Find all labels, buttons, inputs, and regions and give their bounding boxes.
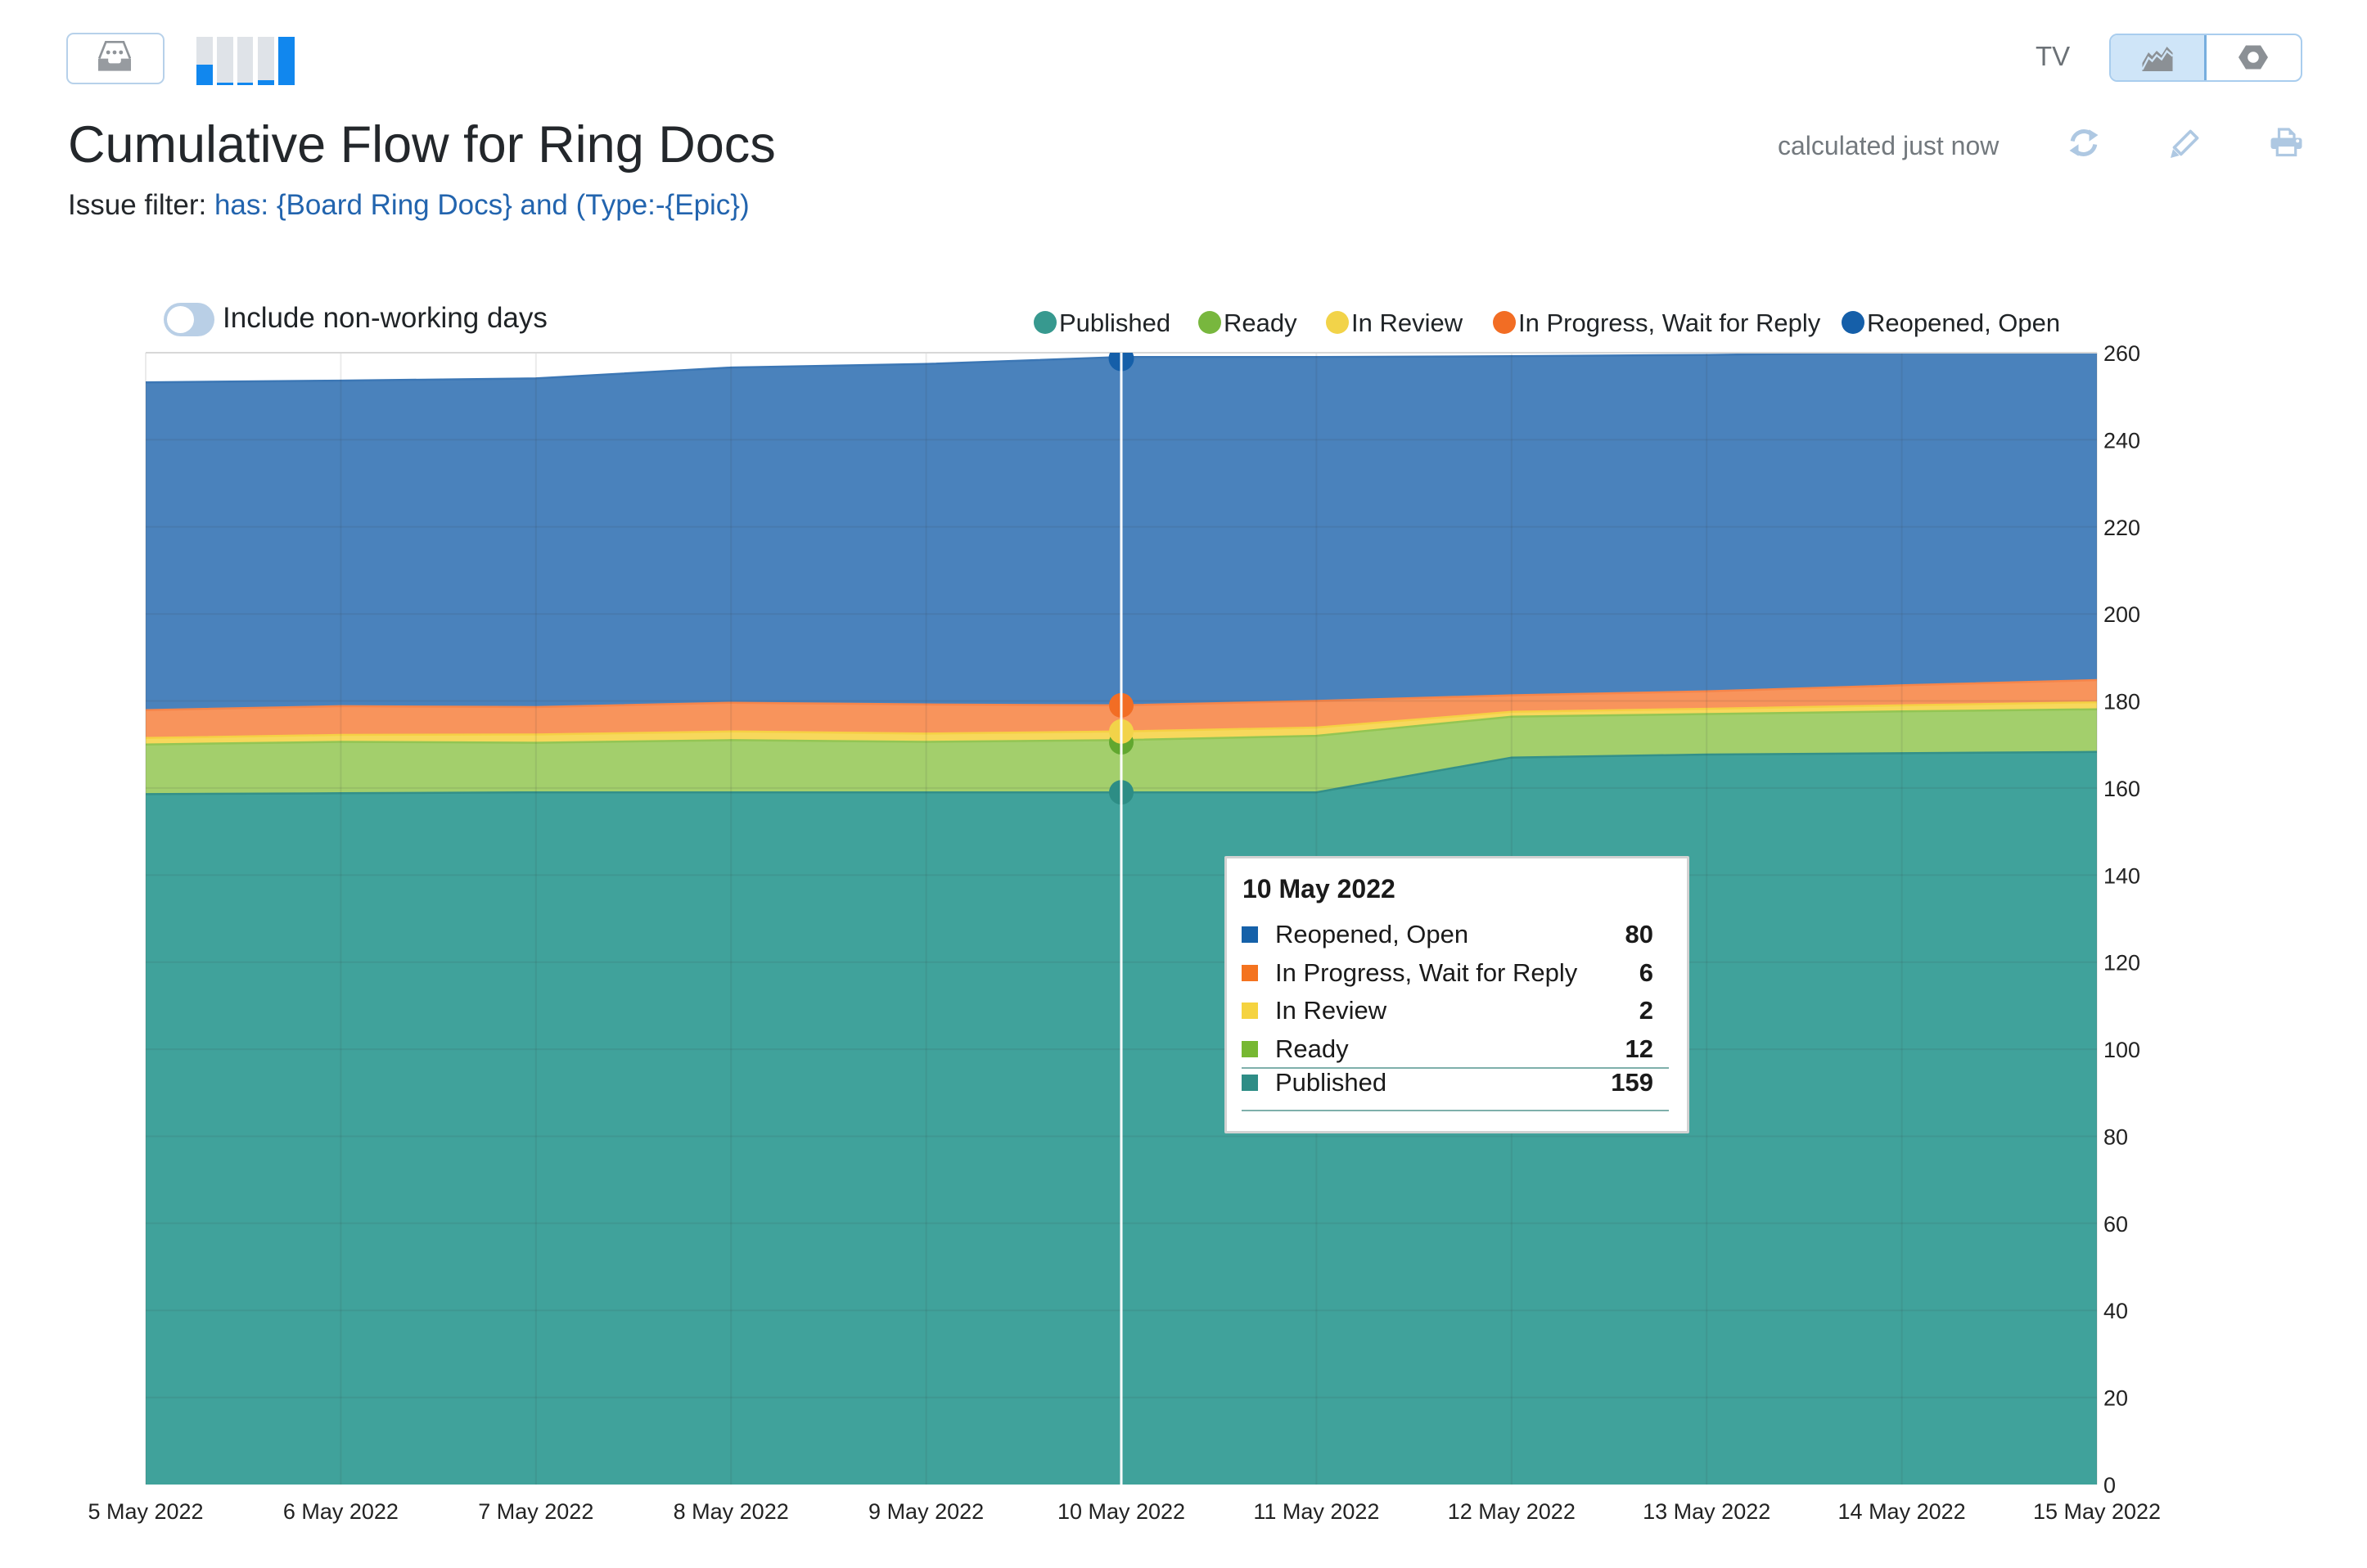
svg-text:In Progress, Wait for Reply: In Progress, Wait for Reply	[1275, 958, 1578, 987]
svg-text:Reopened, Open: Reopened, Open	[1867, 309, 2060, 337]
svg-text:13 May 2022: 13 May 2022	[1643, 1499, 1770, 1524]
svg-text:8 May 2022: 8 May 2022	[674, 1499, 789, 1524]
svg-text:2: 2	[1639, 996, 1653, 1025]
svg-text:140: 140	[2103, 863, 2140, 888]
svg-text:9 May 2022: 9 May 2022	[868, 1499, 984, 1524]
svg-text:80: 80	[2103, 1125, 2128, 1150]
svg-text:80: 80	[1625, 920, 1653, 948]
svg-text:14 May 2022: 14 May 2022	[1838, 1499, 1966, 1524]
svg-text:159: 159	[1611, 1068, 1653, 1097]
svg-text:12 May 2022: 12 May 2022	[1448, 1499, 1576, 1524]
svg-text:260: 260	[2103, 341, 2140, 366]
svg-text:Published: Published	[1059, 309, 1170, 337]
svg-text:Ready: Ready	[1224, 309, 1297, 337]
svg-text:240: 240	[2103, 428, 2140, 453]
svg-text:100: 100	[2103, 1038, 2140, 1062]
svg-text:0: 0	[2103, 1473, 2116, 1498]
svg-text:Reopened, Open: Reopened, Open	[1275, 920, 1468, 948]
svg-text:In Review: In Review	[1351, 309, 1463, 337]
svg-text:11 May 2022: 11 May 2022	[1253, 1499, 1379, 1524]
svg-text:120: 120	[2103, 951, 2140, 975]
svg-text:220: 220	[2103, 516, 2140, 540]
svg-text:Ready: Ready	[1275, 1034, 1349, 1063]
svg-text:60: 60	[2103, 1212, 2128, 1237]
svg-text:15 May 2022: 15 May 2022	[2033, 1499, 2161, 1524]
svg-text:In Review: In Review	[1275, 996, 1387, 1025]
svg-text:Published: Published	[1275, 1068, 1386, 1097]
svg-text:In Progress, Wait for Reply: In Progress, Wait for Reply	[1518, 309, 1821, 337]
svg-text:180: 180	[2103, 690, 2140, 714]
svg-text:160: 160	[2103, 777, 2140, 801]
svg-text:40: 40	[2103, 1299, 2128, 1323]
svg-text:7 May 2022: 7 May 2022	[478, 1499, 593, 1524]
svg-text:20: 20	[2103, 1386, 2128, 1411]
svg-text:12: 12	[1625, 1034, 1653, 1063]
svg-text:200: 200	[2103, 602, 2140, 627]
svg-text:6: 6	[1639, 958, 1653, 987]
svg-text:5 May 2022: 5 May 2022	[88, 1499, 203, 1524]
svg-text:10 May 2022: 10 May 2022	[1057, 1499, 1185, 1524]
svg-text:6 May 2022: 6 May 2022	[283, 1499, 399, 1524]
